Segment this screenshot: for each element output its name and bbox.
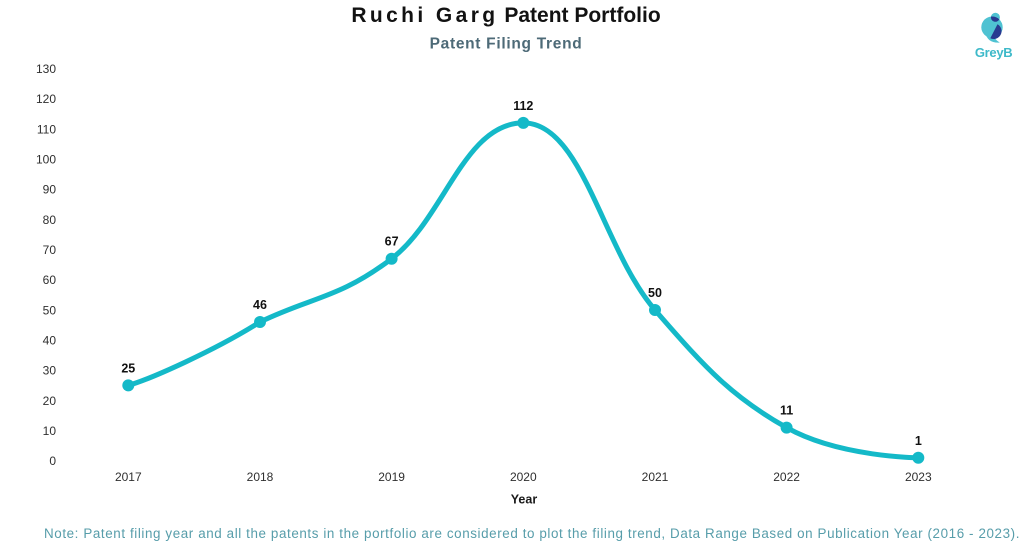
svg-text:90: 90 xyxy=(43,183,57,197)
svg-text:2022: 2022 xyxy=(773,470,800,484)
svg-text:60: 60 xyxy=(43,273,57,287)
svg-text:Year: Year xyxy=(511,493,538,507)
svg-text:25: 25 xyxy=(121,361,135,375)
svg-text:120: 120 xyxy=(36,92,56,106)
svg-text:50: 50 xyxy=(43,303,57,317)
svg-text:46: 46 xyxy=(253,298,267,312)
svg-text:Ruchi Garg Patent Portfolio: Ruchi Garg Patent Portfolio xyxy=(351,4,660,27)
svg-text:67: 67 xyxy=(385,235,399,249)
svg-text:10: 10 xyxy=(43,424,57,438)
svg-text:130: 130 xyxy=(36,62,56,76)
svg-text:2018: 2018 xyxy=(247,470,274,484)
svg-text:80: 80 xyxy=(43,213,57,227)
svg-text:1: 1 xyxy=(915,434,922,448)
svg-text:100: 100 xyxy=(36,153,56,167)
svg-text:70: 70 xyxy=(43,243,57,257)
svg-text:50: 50 xyxy=(648,286,662,300)
svg-text:2019: 2019 xyxy=(378,470,405,484)
svg-text:Note: Patent filing year and a: Note: Patent filing year and all the pat… xyxy=(44,526,1020,541)
svg-text:2017: 2017 xyxy=(115,470,142,484)
svg-text:GreyB: GreyB xyxy=(975,45,1013,60)
svg-text:112: 112 xyxy=(513,99,533,113)
svg-text:30: 30 xyxy=(43,364,57,378)
svg-text:11: 11 xyxy=(780,404,793,418)
svg-text:2023: 2023 xyxy=(905,470,932,484)
svg-text:0: 0 xyxy=(49,454,56,468)
svg-text:110: 110 xyxy=(37,122,56,136)
svg-text:2020: 2020 xyxy=(510,470,537,484)
svg-text:Patent Filing Trend: Patent Filing Trend xyxy=(430,36,583,53)
svg-text:20: 20 xyxy=(43,394,57,408)
svg-text:40: 40 xyxy=(43,334,57,348)
svg-text:2021: 2021 xyxy=(642,470,669,484)
